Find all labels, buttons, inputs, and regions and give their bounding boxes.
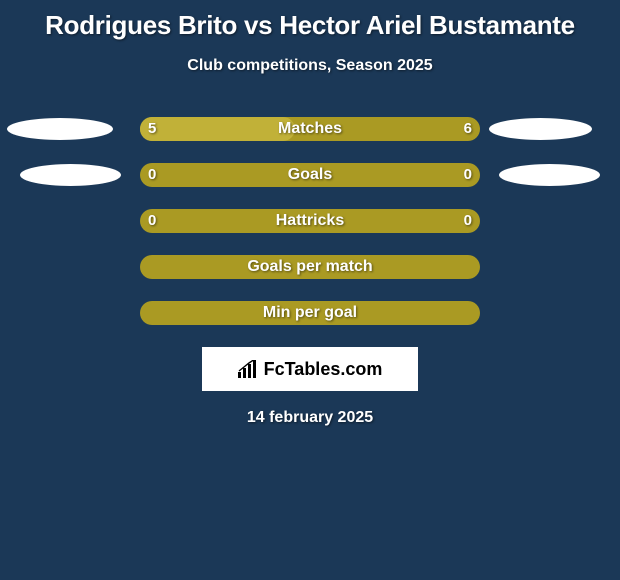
stat-label: Goals — [140, 163, 480, 187]
page-title: Rodrigues Brito vs Hector Ariel Bustaman… — [0, 0, 620, 41]
stat-bar: Goals0 0 — [140, 163, 480, 187]
stat-label: Goals per match — [140, 255, 480, 279]
player-ellipse-right — [489, 118, 592, 140]
stat-row: Goals per match — [0, 255, 620, 279]
stat-value-right: 6 — [464, 117, 472, 141]
stat-label: Hattricks — [140, 209, 480, 233]
stat-row: Min per goal — [0, 301, 620, 325]
stat-bar: Matches5 6 — [140, 117, 480, 141]
stat-value-left: 0 — [148, 209, 156, 233]
stat-value-left: 5 — [148, 117, 156, 141]
stat-row: Hattricks0 0 — [0, 209, 620, 233]
stat-bar: Goals per match — [140, 255, 480, 279]
stat-value-right: 0 — [464, 163, 472, 187]
date-text: 14 february 2025 — [0, 409, 620, 427]
chart-bars-icon — [238, 360, 260, 378]
stat-label: Min per goal — [140, 301, 480, 325]
player-ellipse-right — [499, 164, 600, 186]
stat-row: Goals0 0 — [0, 163, 620, 187]
logo-box: FcTables.com — [202, 347, 418, 391]
player-ellipse-left — [7, 118, 113, 140]
stats-rows: Matches56Goals00Hattricks00Goals per mat… — [0, 117, 620, 325]
player-ellipse-left — [20, 164, 121, 186]
stat-value-right: 0 — [464, 209, 472, 233]
stat-bar: Min per goal — [140, 301, 480, 325]
stat-row: Matches5 6 — [0, 117, 620, 141]
stat-bar: Hattricks0 0 — [140, 209, 480, 233]
page-subtitle: Club competitions, Season 2025 — [0, 57, 620, 75]
stat-value-left: 0 — [148, 163, 156, 187]
stat-label: Matches — [140, 117, 480, 141]
logo-text: FcTables.com — [264, 359, 383, 380]
